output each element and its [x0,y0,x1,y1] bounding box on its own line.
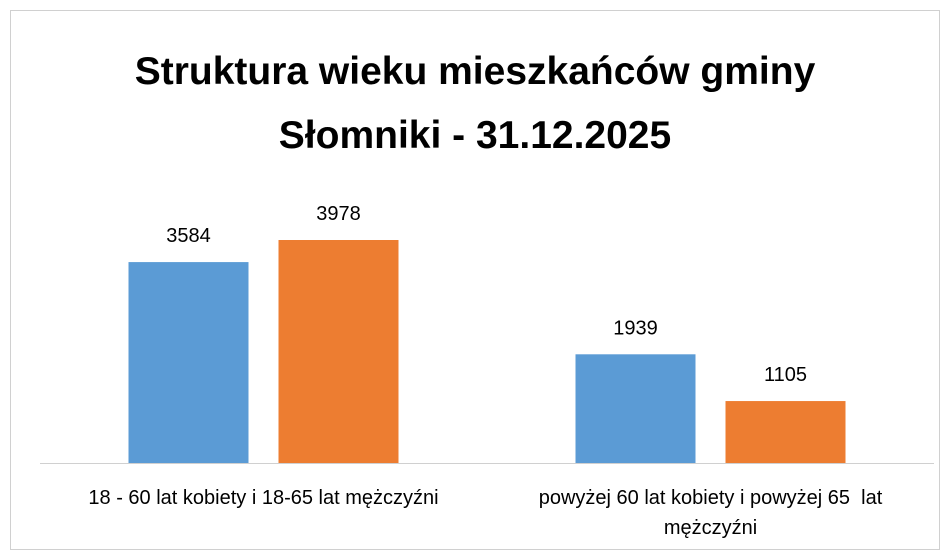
bar [575,354,696,463]
chart-frame [10,10,940,550]
bar [278,240,399,463]
bar [128,262,249,463]
data-label: 3584 [166,225,211,247]
bar [725,401,846,463]
data-label: 1105 [764,364,807,386]
data-label: 1939 [613,317,658,339]
chart-title: Struktura wieku mieszkańców gminy Słomni… [134,50,816,157]
x-tick-label: powyżej 60 lat kobiety i powyżej 65 lat … [538,487,888,539]
data-label: 3978 [316,203,361,225]
x-tick-label: 18 - 60 lat kobiety i 18-65 lat mężczyźn… [88,487,439,509]
